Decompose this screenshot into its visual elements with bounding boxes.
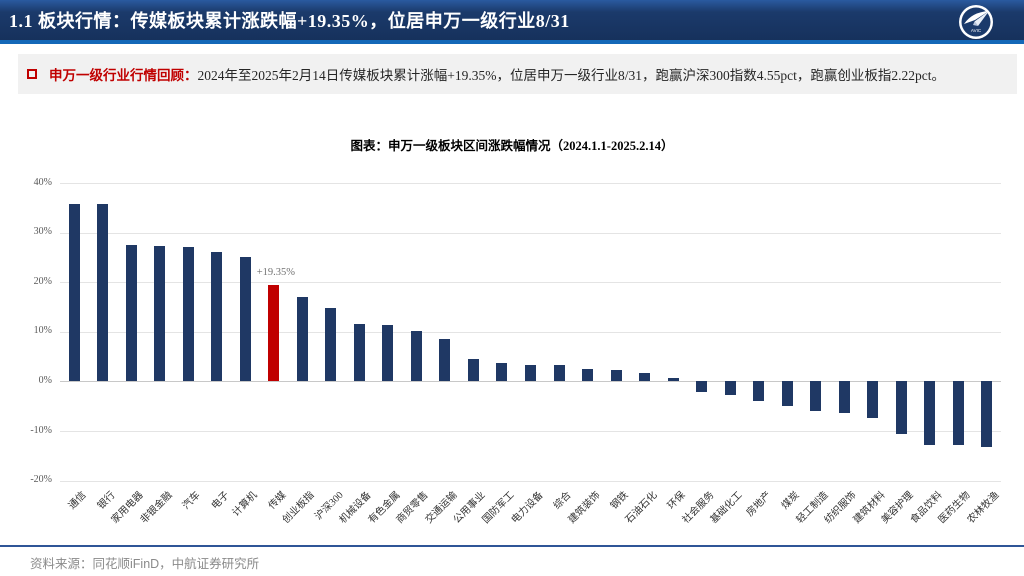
bar-公用事业 — [467, 359, 479, 382]
gridline — [60, 183, 1001, 184]
bar-银行 — [97, 204, 109, 382]
bar-农林牧渔 — [981, 381, 993, 447]
bar-沪深300 — [325, 307, 337, 382]
bar-医药生物 — [952, 381, 964, 446]
x-axis-label: 汽车 — [181, 489, 203, 512]
logo-text: AVIC — [971, 28, 982, 33]
bar-家用电器 — [125, 244, 137, 382]
bar-汽车 — [182, 246, 194, 382]
summary-text: 申万一级行业行情回顾：2024年至2025年2月14日传媒板块累计涨幅+19.3… — [49, 64, 945, 84]
page-title: 1.1 板块行情：传媒板块累计涨跌幅+19.35%，位居申万一级行业8/31 — [9, 11, 570, 31]
footer-divider — [0, 545, 1024, 547]
bar-国防军工 — [496, 363, 508, 382]
bar-机械设备 — [353, 323, 365, 382]
bar-电子 — [211, 252, 223, 382]
chart-title: 图表：申万一级板块区间涨跌幅情况（2024.1.1-2025.2.14） — [350, 139, 674, 153]
bar-交通运输 — [439, 339, 451, 382]
bar-煤炭 — [781, 381, 793, 407]
summary-body: 2024年至2025年2月14日传媒板块累计涨幅+19.35%，位居申万一级行业… — [197, 68, 945, 83]
bar-社会服务 — [696, 381, 708, 393]
header-bar: 1.1 板块行情：传媒板块累计涨跌幅+19.35%，位居申万一级行业8/31 A… — [0, 0, 1024, 44]
gridline — [60, 282, 1001, 284]
y-axis-tick: -10% — [30, 424, 52, 436]
bullet-square-icon — [27, 69, 37, 79]
bar-建筑材料 — [867, 381, 879, 419]
bar-传媒 — [268, 285, 280, 382]
bar-商贸零售 — [410, 330, 422, 382]
avic-logo-icon: AVIC — [959, 5, 993, 39]
gridline — [60, 431, 1001, 432]
summary-label: 申万一级行业行情回顾： — [49, 68, 198, 83]
highlight-data-label: +19.35% — [256, 267, 295, 279]
y-axis-tick: 10% — [33, 325, 52, 337]
bar-美容护理 — [895, 381, 907, 435]
gridline — [60, 331, 1001, 333]
bar-钢铁 — [610, 369, 622, 382]
y-axis-tick: 20% — [33, 275, 52, 287]
bar-房地产 — [753, 381, 765, 402]
x-axis-label: 计算机 — [230, 489, 260, 519]
bar-基础化工 — [724, 381, 736, 396]
y-axis-tick: 40% — [33, 176, 52, 188]
gridline — [60, 381, 1001, 383]
summary-band: 申万一级行业行情回顾：2024年至2025年2月14日传媒板块累计涨幅+19.3… — [18, 54, 1017, 94]
bar-通信 — [68, 203, 80, 382]
bar-建筑装饰 — [582, 369, 594, 382]
bar-石油石化 — [639, 373, 651, 382]
y-axis-tick: 0% — [38, 374, 52, 386]
bar-创业板指 — [296, 296, 308, 382]
gridline — [60, 232, 1001, 234]
gridline — [60, 480, 1001, 482]
bar-有色金属 — [382, 324, 394, 382]
y-axis-tick: -20% — [30, 474, 52, 486]
bar-轻工制造 — [810, 381, 822, 411]
x-axis-label: 通信 — [66, 489, 89, 512]
y-axis-tick: 30% — [33, 226, 52, 238]
bar-非银金融 — [154, 245, 166, 382]
bar-环保 — [667, 378, 679, 382]
bar-纺织服饰 — [838, 381, 850, 413]
source-note: 资料来源：同花顺iFinD，中航证券研究所 — [30, 557, 260, 571]
bar-计算机 — [239, 256, 251, 382]
bar-电力设备 — [525, 364, 536, 382]
x-axis-label: 房地产 — [744, 489, 774, 519]
bar-食品饮料 — [924, 381, 936, 445]
bar-综合 — [553, 365, 565, 382]
